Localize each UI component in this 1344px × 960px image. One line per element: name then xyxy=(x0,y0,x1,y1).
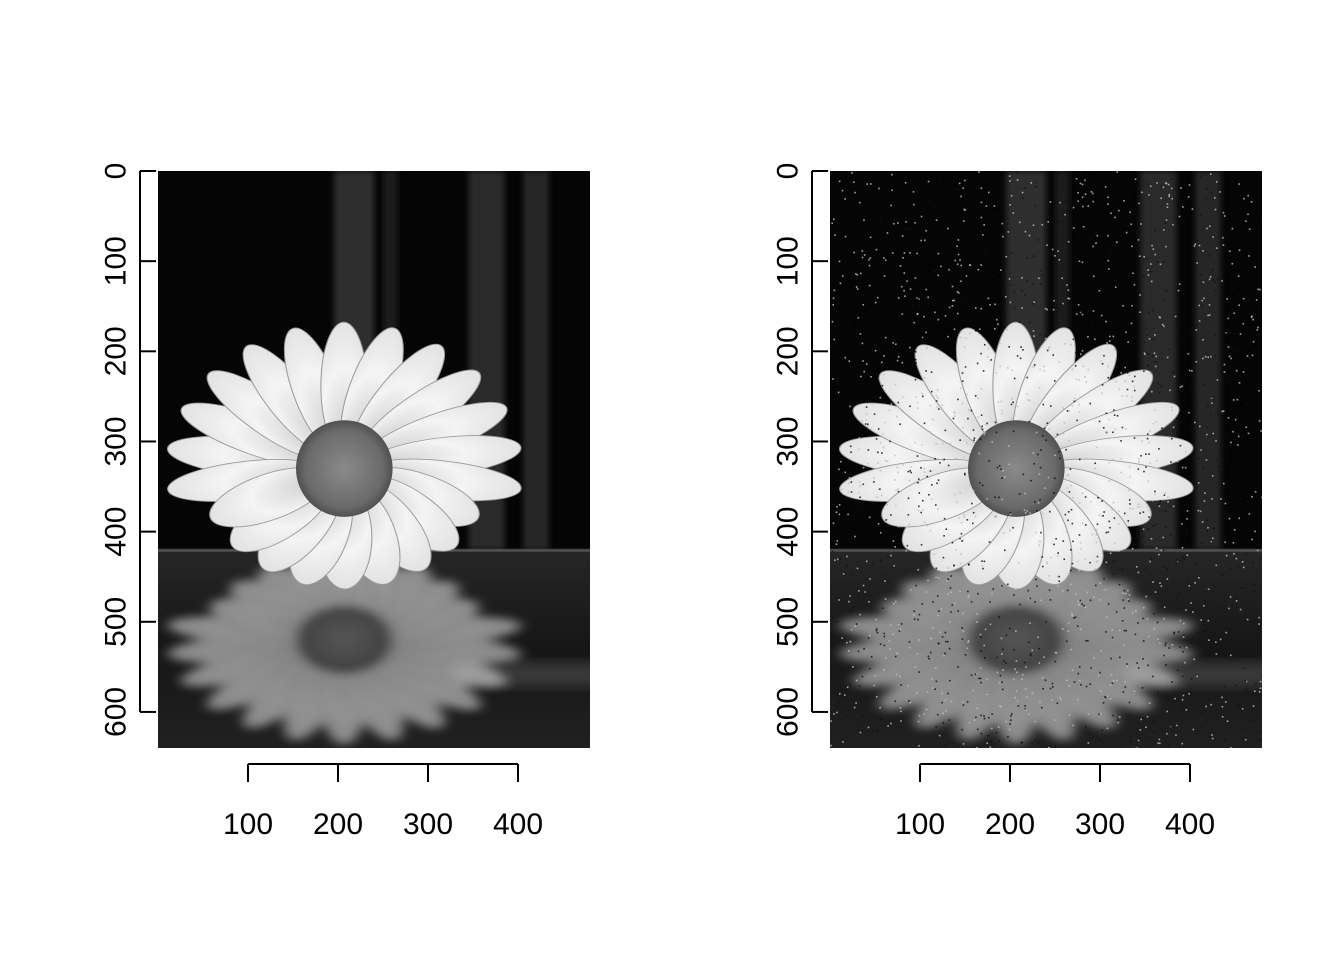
x-tick-label: 100 xyxy=(223,808,273,841)
y-tick-label: 400 xyxy=(100,507,133,557)
y-tick-label: 600 xyxy=(772,687,805,737)
x-tick-label: 400 xyxy=(493,808,543,841)
x-tick-label: 200 xyxy=(985,808,1035,841)
y-tick-label: 400 xyxy=(772,507,805,557)
y-tick-label: 300 xyxy=(772,416,805,466)
x-tick-label: 300 xyxy=(1075,808,1125,841)
y-tick-label: 500 xyxy=(100,597,133,647)
y-tick-label: 0 xyxy=(100,163,133,180)
panel-noisy: 0 100 200 300 400 500 600 100 200 300 400 xyxy=(772,163,1262,841)
y-tick-label: 500 xyxy=(772,597,805,647)
y-tick-label: 600 xyxy=(100,687,133,737)
y-tick-label: 100 xyxy=(100,236,133,286)
x-tick-label: 400 xyxy=(1165,808,1215,841)
image-area xyxy=(158,171,590,748)
y-tick-label: 300 xyxy=(100,416,133,466)
x-tick-label: 200 xyxy=(313,808,363,841)
image-area xyxy=(830,171,1262,748)
panel-original: 0 100 200 300 400 500 600 100 200 300 400 xyxy=(100,163,590,841)
x-tick-label: 300 xyxy=(403,808,453,841)
y-tick-label: 100 xyxy=(772,236,805,286)
y-tick-label: 0 xyxy=(772,163,805,180)
y-tick-label: 200 xyxy=(772,326,805,376)
noise-layer xyxy=(830,171,1262,748)
x-tick-label: 100 xyxy=(895,808,945,841)
y-tick-label: 200 xyxy=(100,326,133,376)
